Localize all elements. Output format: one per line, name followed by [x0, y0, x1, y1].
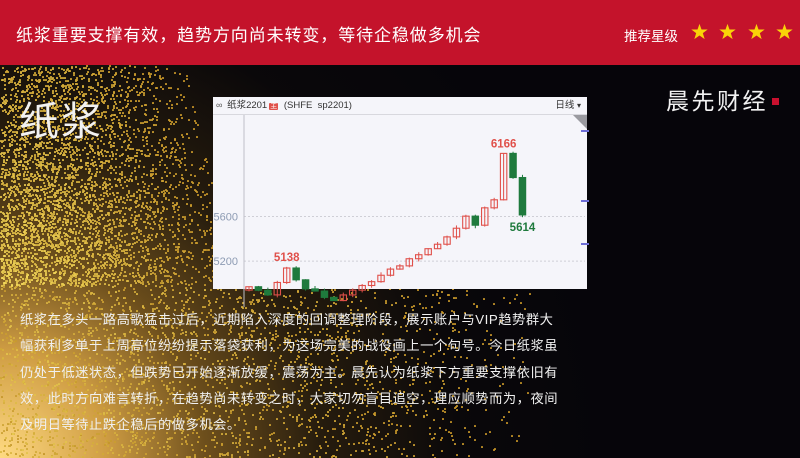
svg-text:5138: 5138 [274, 252, 300, 264]
svg-text:5614: 5614 [510, 222, 536, 234]
svg-text:5600: 5600 [214, 212, 238, 224]
svg-text:5200: 5200 [214, 256, 238, 268]
svg-text:6166: 6166 [491, 138, 517, 150]
svg-text:4846: 4846 [322, 306, 346, 307]
